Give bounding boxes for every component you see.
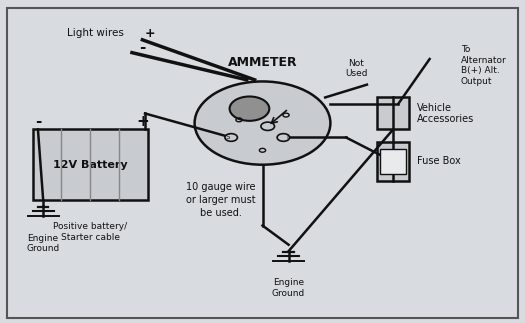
Bar [33,130,148,200]
Text: AMMETER: AMMETER [228,56,297,68]
Text: +: + [145,27,155,40]
Text: Positive battery/
Starter cable: Positive battery/ Starter cable [53,222,127,242]
Circle shape [195,81,330,165]
Text: +: + [136,114,149,129]
Text: Vehicle
Accessories: Vehicle Accessories [416,103,474,124]
Text: -: - [35,114,41,129]
Bar [380,149,406,174]
Text: Engine
Ground: Engine Ground [27,234,60,253]
Text: Not
Used: Not Used [345,59,367,78]
Circle shape [225,134,237,141]
Circle shape [229,97,269,121]
Circle shape [277,134,290,141]
Text: To
Alternator
B(+) Alt.
Output: To Alternator B(+) Alt. Output [461,45,507,86]
Text: 12V Battery: 12V Battery [53,160,128,170]
Circle shape [259,148,266,152]
Text: Light wires: Light wires [67,28,124,38]
Text: 10 gauge wire
or larger must
be used.: 10 gauge wire or larger must be used. [186,182,256,218]
Text: -: - [139,40,145,55]
Text: I: I [286,134,288,140]
Circle shape [261,122,275,130]
Bar [377,142,409,181]
Bar [377,98,409,130]
Text: Engine
Ground: Engine Ground [272,278,305,298]
Text: Fuse Box: Fuse Box [416,157,460,166]
Text: S: S [225,134,230,140]
